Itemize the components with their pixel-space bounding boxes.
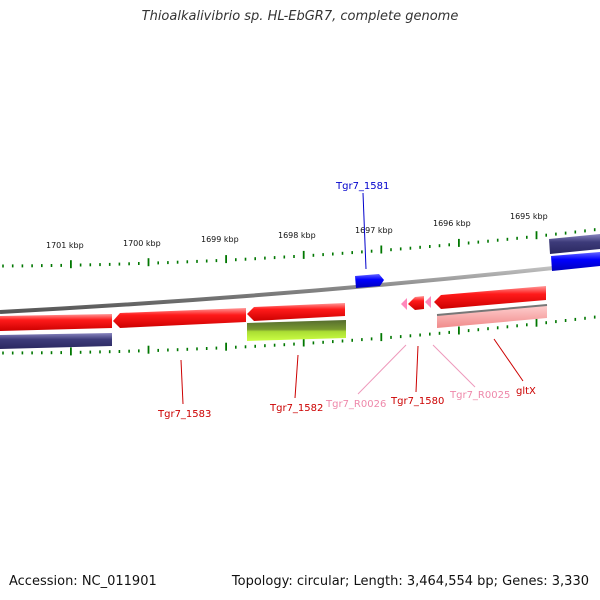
label-tgr7-r0026[interactable]: Tgr7_R0026 — [325, 399, 386, 410]
scale-label-1700: 1700 kbp — [123, 239, 161, 248]
genome-summary-text: Topology: circular; Length: 3,464,554 bp… — [231, 574, 589, 589]
connector-gltx — [493, 338, 524, 382]
feature-green[interactable] — [247, 320, 346, 341]
gene-tgr7-1581[interactable] — [355, 274, 384, 288]
feature-navy-lower[interactable] — [0, 333, 112, 349]
scale-ticks-upper — [2, 228, 596, 269]
gene-left-edge[interactable] — [0, 314, 112, 331]
connector-tgr7-1580 — [415, 345, 419, 393]
connector-tgr7-1581 — [362, 192, 367, 270]
label-tgr7-1582[interactable]: Tgr7_1582 — [269, 403, 323, 414]
gene-tgr7-1582[interactable] — [247, 303, 345, 321]
label-tgr7-1580[interactable]: Tgr7_1580 — [390, 396, 444, 407]
label-tgr7-1583[interactable]: Tgr7_1583 — [157, 409, 211, 420]
label-tgr7-r0025[interactable]: Tgr7_R0025 — [449, 390, 510, 401]
map-title: Thioalkalivibrio sp. HL-EbGR7, complete … — [141, 9, 459, 24]
scale-label-1695: 1695 kbp — [510, 212, 548, 221]
gene-tgr7-1583[interactable] — [113, 308, 246, 328]
connector-tgr7-1583 — [180, 359, 184, 405]
scale-label-1701: 1701 kbp — [46, 241, 84, 250]
gene-tgr7-1580[interactable] — [408, 296, 424, 310]
gene-tgr7-r0026[interactable] — [401, 298, 407, 310]
scale-label-1696: 1696 kbp — [433, 219, 471, 228]
scale-label-1698: 1698 kbp — [278, 231, 316, 240]
scale-ticks-lower — [2, 315, 596, 356]
gene-gltx[interactable] — [434, 286, 546, 309]
accession-text: Accession: NC_011901 — [9, 574, 157, 589]
feature-navy-upper[interactable] — [549, 234, 600, 254]
gene-tgr7-r0025[interactable] — [425, 296, 431, 308]
connector-tgr7-r0026 — [357, 344, 407, 395]
connector-tgr7-r0025 — [432, 344, 476, 388]
feature-pink[interactable] — [437, 305, 547, 328]
feature-blue-upper[interactable] — [551, 252, 600, 271]
label-gltx[interactable]: gltX — [516, 386, 536, 397]
scale-label-1699: 1699 kbp — [201, 235, 239, 244]
label-tgr7-1581[interactable]: Tgr7_1581 — [335, 181, 389, 192]
scale-label-1697: 1697 kbp — [355, 226, 393, 235]
genome-backbone — [0, 261, 600, 314]
connector-tgr7-1582 — [294, 354, 299, 399]
